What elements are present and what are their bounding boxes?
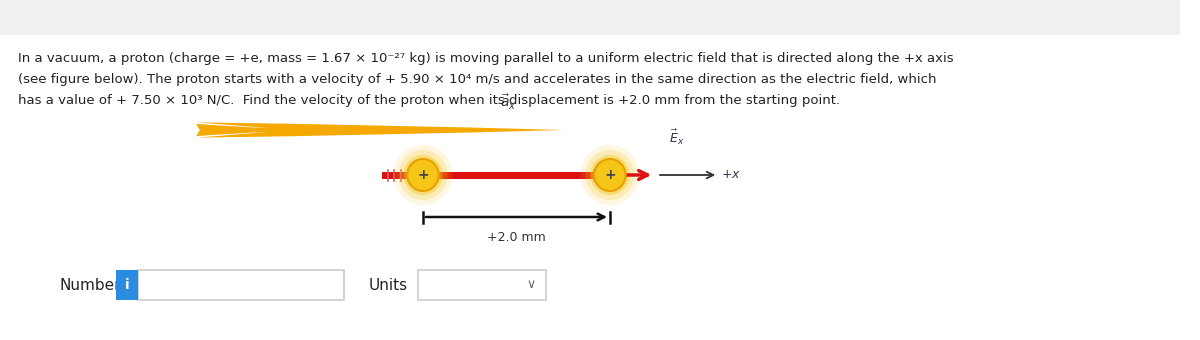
Circle shape: [398, 150, 448, 200]
Circle shape: [594, 159, 625, 191]
Bar: [382, 171, 421, 179]
Bar: [422, 171, 610, 179]
Circle shape: [407, 159, 439, 191]
FancyBboxPatch shape: [138, 270, 344, 300]
FancyBboxPatch shape: [418, 270, 546, 300]
Text: i: i: [125, 278, 130, 292]
Circle shape: [586, 150, 635, 200]
Circle shape: [590, 155, 630, 195]
Text: (see figure below). The proton starts with a velocity of + 5.90 × 10⁴ m/s and ac: (see figure below). The proton starts wi…: [18, 73, 936, 86]
Text: $+x$: $+x$: [721, 169, 742, 182]
Circle shape: [394, 145, 452, 205]
Text: ∨: ∨: [527, 278, 535, 291]
Text: Number: Number: [59, 277, 120, 292]
Text: +: +: [604, 168, 616, 182]
FancyBboxPatch shape: [116, 270, 138, 300]
Text: +: +: [418, 168, 428, 182]
Text: Units: Units: [368, 277, 408, 292]
Text: In a vacuum, a proton (charge = +e, mass = 1.67 × 10⁻²⁷ kg) is moving parallel t: In a vacuum, a proton (charge = +e, mass…: [18, 52, 953, 65]
Circle shape: [581, 145, 640, 205]
Text: $\vec{a}_x$: $\vec{a}_x$: [500, 93, 516, 112]
Text: $\vec{E}_x$: $\vec{E}_x$: [668, 128, 684, 147]
Circle shape: [403, 155, 443, 195]
Text: has a value of + 7.50 × 10³ N/C.  Find the velocity of the proton when its displ: has a value of + 7.50 × 10³ N/C. Find th…: [18, 94, 840, 107]
Text: +2.0 mm: +2.0 mm: [487, 231, 546, 244]
FancyBboxPatch shape: [0, 0, 1181, 35]
